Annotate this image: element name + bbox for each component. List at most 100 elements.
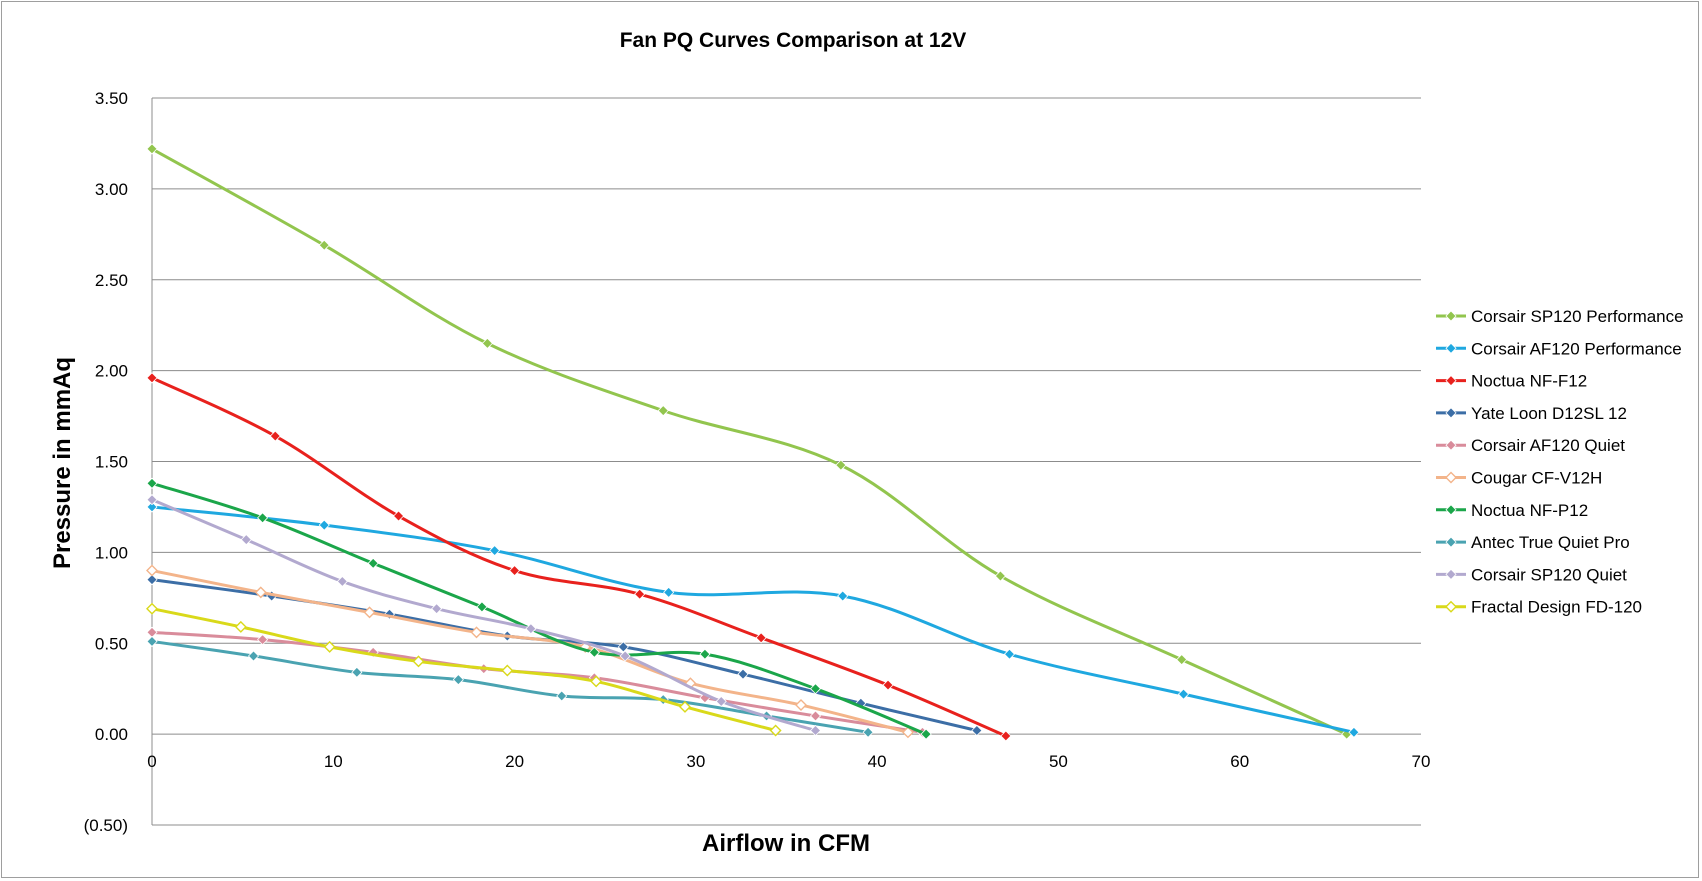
data-point	[678, 700, 691, 713]
data-point	[257, 634, 269, 646]
data-point	[412, 655, 425, 668]
data-point	[1348, 726, 1360, 738]
data-point	[351, 666, 363, 678]
data-point	[336, 575, 348, 588]
data-point	[755, 632, 767, 644]
data-point	[837, 590, 849, 602]
legend-entry: Fractal Design FD-120	[1436, 598, 1642, 617]
data-point	[269, 430, 281, 442]
data-point	[146, 501, 158, 513]
data-point	[323, 640, 336, 653]
x-tick-label: 50	[1049, 752, 1068, 771]
x-tick-label: 20	[505, 752, 524, 771]
legend-marker	[1445, 600, 1457, 613]
gridlines	[152, 97, 1421, 826]
data-point	[663, 586, 675, 598]
data-point	[809, 724, 822, 737]
series-5	[146, 626, 929, 738]
series-line	[151, 607, 777, 732]
legend-entry: Corsair SP120 Performance	[1436, 307, 1684, 326]
y-tick-label: 3.50	[95, 89, 128, 108]
legend-label: Noctua NF-F12	[1471, 372, 1587, 391]
data-point	[809, 710, 822, 722]
legend-marker	[1445, 407, 1457, 419]
legend-marker	[1445, 568, 1457, 580]
y-tick-label: 1.00	[95, 543, 128, 562]
data-point	[247, 650, 260, 662]
data-point	[617, 641, 629, 653]
legend-label: Corsair AF120 Performance	[1471, 339, 1682, 358]
legend-label: Corsair SP120 Performance	[1471, 307, 1684, 326]
series-line	[151, 639, 869, 734]
axes	[151, 98, 1421, 825]
data-point	[882, 679, 894, 691]
legend-marker	[1445, 504, 1457, 516]
legend-label: Yate Loon D12SL 12	[1471, 404, 1627, 423]
data-point	[901, 726, 914, 739]
data-point	[240, 534, 252, 546]
x-axis-title: Airflow in CFM	[702, 830, 870, 857]
data-point	[1177, 688, 1190, 700]
data-point	[556, 690, 568, 702]
series-line	[151, 505, 1355, 734]
data-point	[795, 699, 807, 712]
data-point	[634, 588, 646, 600]
data-point	[146, 372, 158, 384]
legend-label: Fractal Design FD-120	[1471, 598, 1642, 617]
data-point	[318, 239, 330, 251]
data-point	[737, 668, 749, 680]
chart-title: Fan PQ Curves Comparison at 12V	[620, 29, 967, 52]
y-tick-label: 0.50	[95, 634, 128, 653]
data-point	[920, 728, 932, 740]
data-point	[1000, 730, 1012, 742]
data-point	[525, 623, 537, 635]
data-point	[234, 620, 247, 633]
data-point	[392, 510, 405, 522]
data-point	[481, 337, 493, 349]
data-point	[146, 494, 158, 506]
legend-marker	[1445, 536, 1457, 548]
legend-label: Noctua NF-P12	[1471, 501, 1588, 520]
data-series	[146, 143, 1360, 742]
y-tick-label: 2.50	[95, 271, 128, 290]
y-tick-label: 1.50	[95, 453, 128, 472]
data-point	[699, 648, 711, 660]
series-9	[146, 494, 822, 737]
data-point	[146, 564, 158, 577]
legend-entry: Noctua NF-P12	[1436, 501, 1588, 520]
legend-marker	[1445, 342, 1457, 354]
legend-entry: Corsair AF120 Performance	[1436, 339, 1682, 358]
x-tick-label: 60	[1230, 752, 1249, 771]
legend: Corsair SP120 Performance Corsair AF120 P…	[1436, 307, 1684, 617]
data-point	[509, 564, 521, 577]
data-point	[318, 519, 330, 531]
series-line	[151, 569, 909, 734]
legend-entry: Antec True Quiet Pro	[1436, 533, 1630, 552]
series-line	[151, 498, 816, 732]
data-point	[146, 602, 158, 615]
x-tick-label: 30	[686, 752, 705, 771]
series-line	[151, 630, 923, 734]
data-point	[590, 675, 603, 688]
legend-entry: Corsair SP120 Quiet	[1436, 565, 1627, 584]
legend-label: Antec True Quiet Pro	[1471, 533, 1630, 552]
data-point	[1176, 654, 1188, 666]
legend-entry: Corsair AF120 Quiet	[1436, 436, 1625, 455]
data-point	[489, 544, 501, 557]
legend-label: Cougar CF-V12H	[1471, 469, 1602, 488]
y-axis-tick-labels: 3.50 3.00 2.50 2.00 1.50 1.00 0.50 0.00 (0.50)	[84, 89, 128, 835]
series-3	[146, 372, 1012, 742]
legend-label: Corsair AF120 Quiet	[1471, 436, 1625, 455]
data-point	[146, 626, 158, 638]
legend-entry: Cougar CF-V12H	[1436, 469, 1602, 488]
legend-label: Corsair SP120 Quiet	[1471, 565, 1627, 584]
legend-marker	[1445, 310, 1457, 322]
x-tick-label: 40	[868, 752, 887, 771]
legend-marker	[1445, 439, 1457, 451]
x-tick-label: 0	[147, 752, 156, 771]
data-point	[146, 477, 158, 489]
legend-marker	[1445, 375, 1457, 387]
data-point	[476, 601, 488, 613]
data-point	[619, 650, 631, 662]
